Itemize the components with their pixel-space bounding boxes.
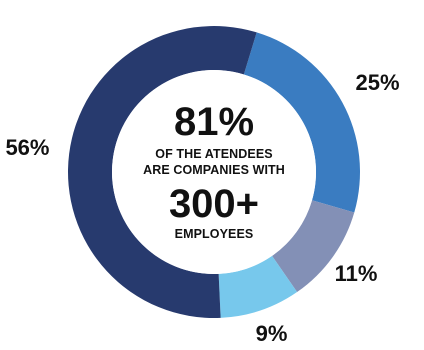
slice-56 bbox=[68, 25, 257, 318]
slice-9 bbox=[218, 255, 298, 318]
donut-hole bbox=[112, 70, 316, 274]
center-line-1: OF THE ATENDEES bbox=[155, 147, 273, 161]
slice-label-56: 56% bbox=[5, 135, 50, 161]
headline-percent: 81% bbox=[173, 100, 255, 144]
slice-label-25: 25% bbox=[355, 70, 400, 96]
center-line-3: EMPLOYEES bbox=[174, 227, 254, 241]
slice-25 bbox=[243, 32, 361, 213]
slice-label-11: 11% bbox=[334, 261, 378, 287]
headline-employees: 300+ bbox=[168, 182, 260, 226]
center-line-2: ARE COMPANIES WITH bbox=[143, 163, 285, 177]
slice-label-9: 9% bbox=[255, 321, 288, 346]
slice-11 bbox=[272, 200, 355, 293]
center-text: 81% OF THE ATENDEES ARE COMPANIES WITH 3… bbox=[129, 102, 299, 242]
